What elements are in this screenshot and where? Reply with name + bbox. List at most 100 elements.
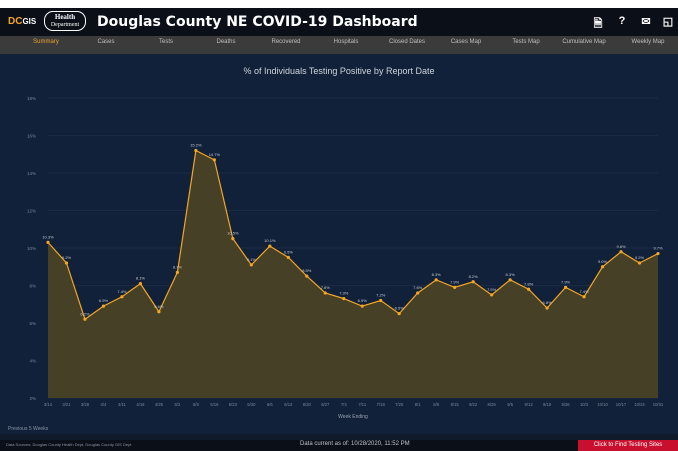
x-tick-label: 5/2 [174,402,180,407]
x-tick-label: 5/30 [247,402,256,407]
data-label: 10.1% [264,238,276,243]
data-point[interactable] [490,293,494,297]
bottom-bar: Data Sources: Douglas County Health Dept… [0,440,678,451]
x-tick-label: 9/19 [543,402,552,407]
tab-hospitals[interactable]: Hospitals [333,39,359,45]
x-tick-label: 8/15 [451,402,460,407]
data-label: 7.3% [339,291,349,296]
data-label: 9.0% [598,259,608,264]
data-point[interactable] [545,306,549,310]
tab-tests-map[interactable]: Tests Map [512,39,540,45]
data-label: 7.9% [561,279,571,284]
mail-icon[interactable]: ✉ [641,16,651,28]
area-fill [48,150,658,398]
top-bar: DCGIS Health Department Douglas County N… [0,8,678,36]
data-label: 8.5% [302,268,312,273]
data-point[interactable] [600,265,605,269]
data-point[interactable] [138,282,143,286]
data-label: 9.2% [635,255,645,260]
data-label: 6.9% [99,298,109,303]
data-label: 14.7% [209,152,221,157]
data-point[interactable] [305,274,309,278]
y-tick-label: 6% [29,321,36,326]
health-department-logo: Health Department [44,11,86,31]
x-tick-label: 8/8 [433,402,439,407]
data-point[interactable] [268,244,272,248]
data-label: 8.7% [173,264,183,269]
x-tick-label: 7/25 [395,402,404,407]
data-point[interactable] [249,263,253,267]
data-label: 9.8% [616,244,626,249]
data-point[interactable] [231,237,235,241]
tab-cumulative-map[interactable]: Cumulative Map [562,39,606,45]
chart-title: % of Individuals Testing Positive by Rep… [243,66,435,76]
data-point[interactable] [471,280,475,284]
data-point[interactable] [83,317,87,321]
data-label: 15.2% [190,143,202,148]
data-label: 7.6% [413,285,423,290]
x-tick-label: 3/28 [81,402,90,407]
document-icon[interactable]: 🗎 [593,18,603,30]
x-tick-label: 6/20 [303,402,312,407]
tab-cases[interactable]: Cases [97,39,115,45]
data-point[interactable] [212,158,216,162]
data-point[interactable] [360,304,364,308]
data-point[interactable] [637,261,642,265]
x-tick-label: 6/6 [267,402,273,407]
data-point[interactable] [582,295,586,299]
x-tick-label: 7/18 [377,402,386,407]
data-point[interactable] [453,285,457,289]
data-point[interactable] [64,261,69,265]
data-point[interactable] [508,278,512,282]
x-tick-label: 7/4 [341,402,347,407]
data-point[interactable] [434,278,438,282]
tab-summary[interactable]: Summary [33,39,59,45]
data-label: 8.3% [506,272,516,277]
data-point[interactable] [323,291,327,295]
data-point[interactable] [101,304,106,308]
x-tick-label: 3/14 [44,402,53,407]
data-label: 8.3% [432,272,442,277]
data-point[interactable] [157,310,161,314]
x-tick-label: 5/23 [229,402,238,407]
tab-recovered[interactable]: Recovered [271,39,301,45]
data-sources-text: Data Sources: Douglas County Health Dept… [6,442,132,447]
x-tick-label: 8/1 [415,402,421,407]
tab-cases-map[interactable]: Cases Map [450,39,482,45]
data-point[interactable] [175,270,179,274]
data-point[interactable] [563,285,568,289]
y-tick-label: 18% [27,96,36,101]
data-point[interactable] [46,240,50,244]
data-point[interactable] [619,250,623,254]
data-point[interactable] [342,297,346,301]
help-icon[interactable]: ? [618,15,626,27]
x-tick-label: 6/27 [321,402,330,407]
expand-icon[interactable]: ◱ [662,16,674,28]
data-point[interactable] [286,255,290,259]
data-label: 7.8% [524,281,534,286]
previous-weeks-note: Previous 5 Weeks [8,426,49,432]
data-point[interactable] [416,291,420,295]
data-point[interactable] [120,295,124,299]
tab-weekly-map[interactable]: Weekly Map [631,39,665,45]
tab-deaths[interactable]: Deaths [216,39,236,45]
x-tick-label: 8/22 [469,402,478,407]
data-point[interactable] [527,287,531,291]
tab-closed-dates[interactable]: Closed Dates [388,39,426,45]
data-label: 7.5% [487,287,497,292]
dashboard-title: Douglas County NE COVID-19 Dashboard [97,14,418,30]
data-point[interactable] [194,148,198,153]
tab-tests[interactable]: Tests [158,39,174,45]
data-label: 7.6% [321,285,331,290]
x-tick-label: 9/26 [561,402,570,407]
data-point[interactable] [379,298,383,303]
data-label: 8.2% [469,274,479,279]
data-point[interactable] [656,252,660,256]
x-tick-label: 10/10 [597,402,608,407]
nav-bar: Summary Cases Tests Deaths Recovered Hospital… [0,36,678,54]
positivity-area-chart: 2% 4% 6% 8% 10% 12% 14% 16% 18% 10.3% 9.2% 6.2% 6.9%… [27,96,664,420]
data-label: 9.2% [62,255,72,260]
x-tick-label: 6/13 [284,402,293,407]
data-point[interactable] [397,312,401,316]
find-testing-sites-button[interactable]: Click to Find Testing Sites [578,440,678,451]
